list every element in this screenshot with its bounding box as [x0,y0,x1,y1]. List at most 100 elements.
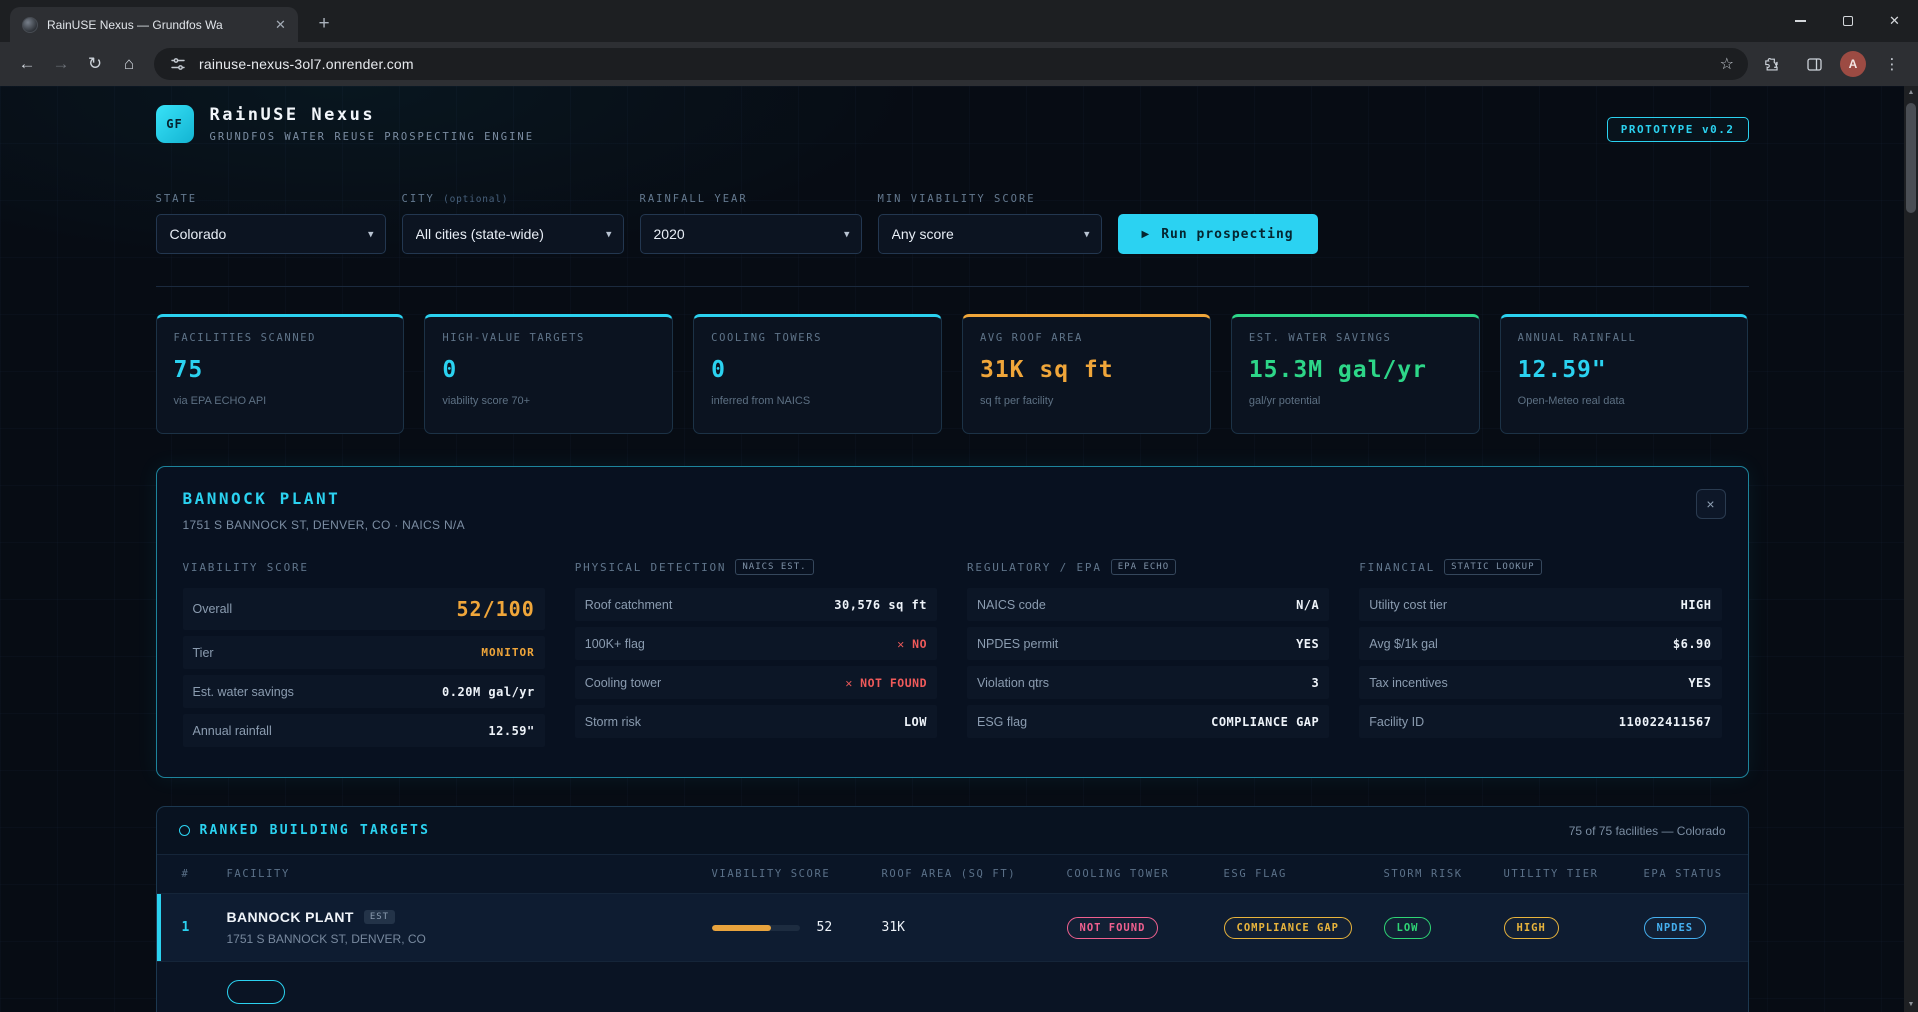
new-tab-button[interactable]: + [318,13,330,34]
stat-value: 15.3M gal/yr [1248,357,1427,383]
min-score-label: MIN VIABILITY SCORE [877,193,1036,205]
back-button[interactable]: ← [18,54,36,73]
min-score-select[interactable]: Any score [877,214,1102,254]
site-settings-icon[interactable] [168,48,188,80]
state-label: STATE [155,193,198,205]
bookmark-star-icon[interactable]: ☆ [1719,56,1734,73]
stat-value: 75 [173,357,204,383]
score-bar-track [711,924,800,931]
browser-tab[interactable]: RainUSE Nexus — Grundfos Wa ✕ [10,7,298,42]
stat-label: HIGH-VALUE TARGETS [442,332,585,344]
est-badge: EST [363,910,396,924]
play-icon: ▶ [1141,228,1151,240]
forward-button[interactable]: → [52,54,70,73]
detail-row: Tax incentives YES [1359,666,1722,699]
col-header-utility-tier: UTILITY TIER [1503,868,1599,880]
roof-area-value: 31K [881,920,905,935]
detail-column-viability: VIABILITY SCORE Overall 52/100 Tier MONITO… [182,558,545,753]
source-badge: EPA ECHO [1110,559,1177,575]
facility-address: 1751 S BANNOCK ST, DENVER, CO [226,932,426,946]
window-controls: ✕ [1777,0,1918,42]
detail-row: NAICS code N/A [967,588,1330,621]
detail-column-header: VIABILITY SCORE [182,560,309,574]
col-header-storm-risk: STORM RISK [1383,868,1463,880]
app-title: RainUSE Nexus [209,105,376,125]
stat-card-avg-roof-area: AVG ROOF AREA 31K sq ft sq ft per facili… [961,314,1211,434]
reload-button[interactable]: ↻ [87,54,103,73]
stat-caption: Open-Meteo real data [1517,395,1625,407]
extensions-puzzle-icon[interactable] [1756,48,1788,80]
scroll-down-icon[interactable]: ▼ [1907,1001,1915,1008]
city-select[interactable]: All cities (state-wide) [401,214,624,254]
table-row[interactable]: 1 BANNOCK PLANT EST 1751 S BANNOCK ST, D… [156,894,1748,962]
utility-tier-pill: HIGH [1503,916,1559,939]
run-prospecting-button[interactable]: ▶ Run prospecting [1117,214,1318,254]
filter-bar: STATE Colorado ▾ CITY (optional) All cit… [155,193,1749,254]
overall-score-value: 52/100 [456,597,535,621]
detail-row: Overall 52/100 [182,588,545,630]
browser-toolbar: ← → ↻ ⌂ rainuse-nexus-3ol7.onrender.com … [0,42,1918,86]
stat-label: FACILITIES SCANNED [173,332,317,344]
score-number: 52 [816,920,833,935]
close-window-button[interactable]: ✕ [1889,13,1900,28]
stat-card-cooling-towers: COOLING TOWERS 0 inferred from NAICS [693,314,942,434]
source-badge: STATIC LOOKUP [1444,559,1542,575]
col-header-esg-flag: ESG FLAG [1223,868,1287,880]
stat-label: AVG ROOF AREA [979,332,1083,344]
city-optional-hint: (optional) [443,194,509,205]
rank-number: 1 [181,920,190,935]
detail-column-header: FINANCIAL [1359,560,1436,574]
home-button[interactable]: ⌂ [123,54,135,73]
detail-row: Roof catchment 30,576 sq ft [574,588,937,621]
scrollbar-thumb[interactable] [1906,103,1916,213]
tab-close-icon[interactable]: ✕ [275,16,286,32]
stat-label: ANNUAL RAINFALL [1517,332,1637,344]
facility-cell: BANNOCK PLANT EST 1751 S BANNOCK ST, DEN… [227,909,712,946]
maximize-icon [1842,16,1853,26]
col-header-epa-status: EPA STATUS [1643,868,1723,880]
detail-row: Tier MONITOR [182,636,545,669]
stat-caption: gal/yr potential [1248,395,1321,407]
detail-row: ESG flag COMPLIANCE GAP [967,705,1330,738]
detail-row: Violation qtrs 3 [967,666,1330,699]
esg-flag-pill: COMPLIANCE GAP [1223,916,1353,939]
minimize-icon [1795,20,1806,22]
maximize-button[interactable] [1824,0,1871,42]
col-header-roof-area: ROOF AREA (SQ FT) [881,868,1017,880]
state-select[interactable]: Colorado [155,214,386,254]
detail-close-button[interactable]: × [1695,489,1726,519]
stat-card-est-water-savings: EST. WATER SAVINGS 15.3M gal/yr gal/yr p… [1230,314,1480,434]
stat-value: 31K sq ft [979,357,1114,383]
rainfall-year-label: RAINFALL YEAR [639,193,748,205]
minimize-button[interactable] [1777,0,1824,42]
stat-card-facilities-scanned: FACILITIES SCANNED 75 via EPA ECHO API [155,314,405,434]
detail-column-header: REGULATORY / EPA [967,560,1102,574]
side-panel-icon[interactable] [1798,48,1830,80]
page-viewport: GF RainUSE Nexus GRUNDFOS WATER REUSE PR… [0,86,1904,1012]
detail-row: Est. water savings 0.20M gal/yr [182,675,545,708]
rainfall-year-select[interactable]: 2020 [639,214,862,254]
detail-row: 100K+ flag ✕ NO [574,627,937,660]
profile-avatar[interactable]: A [1840,51,1866,77]
detail-row: Annual rainfall 12.59" [182,714,545,747]
cooling-tower-pill: NOT FOUND [1066,916,1159,939]
detail-row: NPDES permit YES [967,627,1330,660]
app-subtitle: GRUNDFOS WATER REUSE PROSPECTING ENGINE [209,131,535,143]
table-row-partial[interactable] [156,962,1748,1012]
facility-name: BANNOCK PLANT [226,909,354,925]
epa-status-pill: NPDES [1643,916,1707,939]
facility-count-text: 75 of 75 facilities — Colorado [1568,823,1726,838]
detail-column-physical: PHYSICAL DETECTION NAICS EST. Roof catch… [574,558,937,753]
page-scrollbar[interactable]: ▲ ▼ [1904,86,1918,1012]
scroll-up-icon[interactable]: ▲ [1907,89,1915,96]
address-bar[interactable]: rainuse-nexus-3ol7.onrender.com ☆ [154,48,1748,80]
detail-row: Storm risk LOW [574,705,937,738]
detail-row: Facility ID 110022411567 [1359,705,1722,738]
stat-card-high-value-targets: HIGH-VALUE TARGETS 0 viability score 70+ [424,314,674,434]
detail-row: Utility cost tier HIGH [1359,588,1722,621]
detail-row: Avg $/1k gal $6.90 [1359,627,1722,660]
url-text[interactable]: rainuse-nexus-3ol7.onrender.com [199,56,414,72]
browser-menu-icon[interactable]: ⋮ [1884,56,1900,73]
viability-score-cell: 52 [711,920,882,935]
